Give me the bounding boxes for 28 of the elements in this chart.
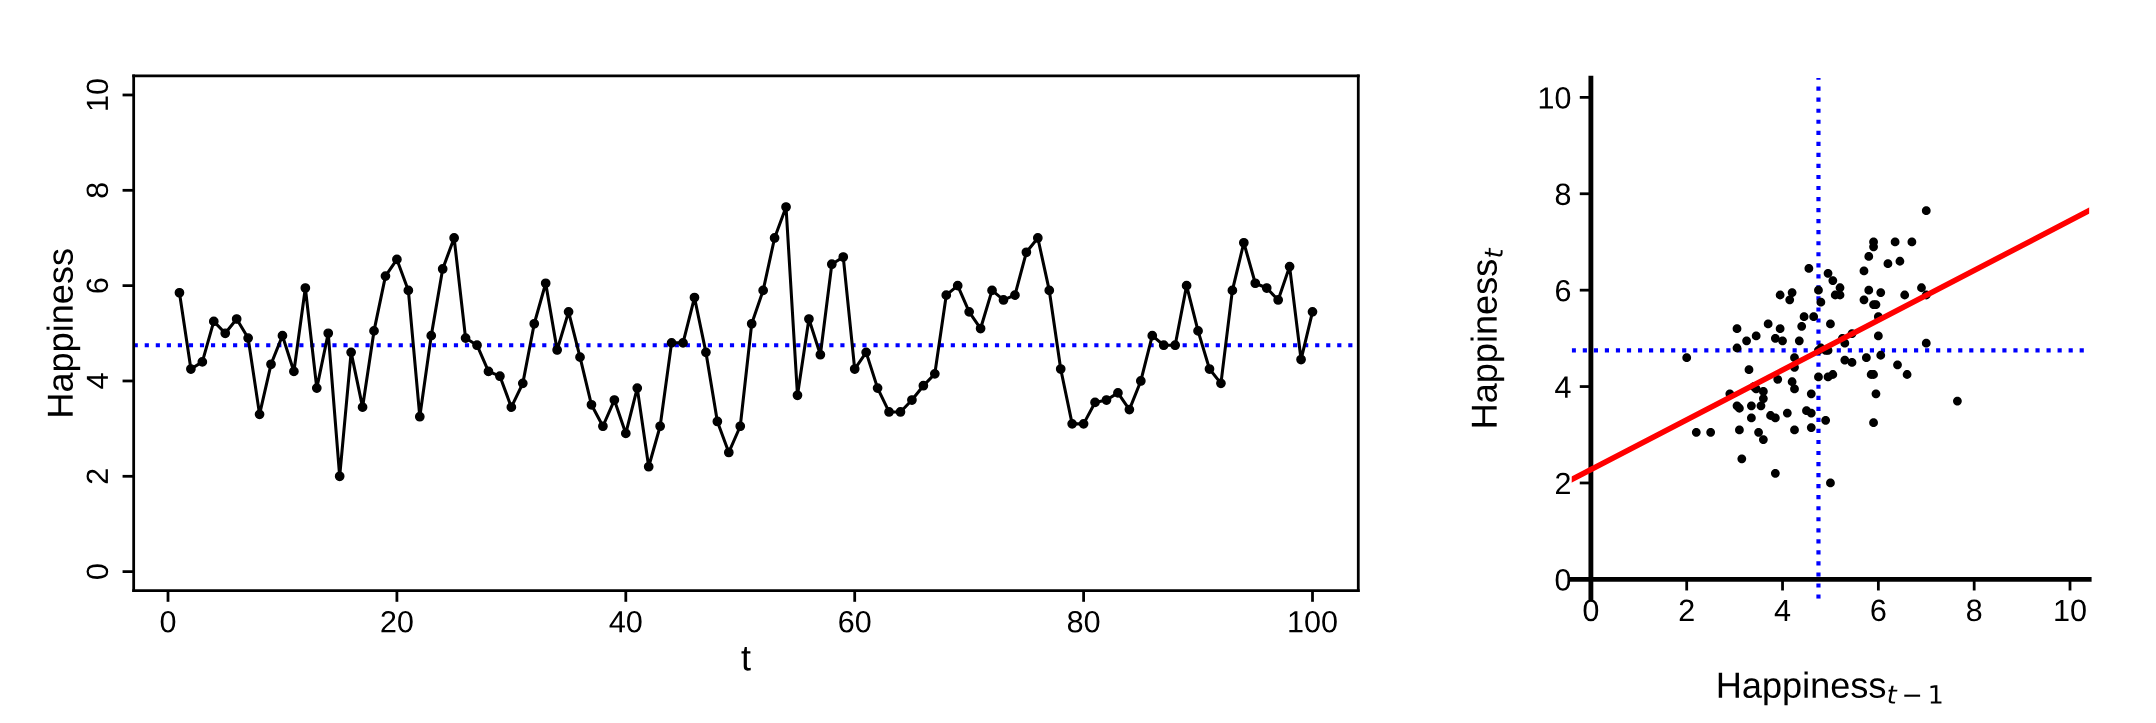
y-axis-title: Happiness$_{t}$ <box>1470 247 1505 427</box>
y-tick-label: 4 <box>86 373 108 389</box>
y-tick-label: 10 <box>86 79 109 110</box>
x-tick-label: 2 <box>1679 599 1694 621</box>
x-tick-label: 80 <box>1067 610 1100 633</box>
y-tick-label: 2 <box>1555 472 1570 495</box>
x-tick-label: 0 <box>160 610 176 633</box>
y-axis-title: Happiness <box>46 249 81 416</box>
y-tick-label: 0 <box>1555 569 1571 591</box>
x-tick-label: 40 <box>609 610 642 633</box>
x-tick-label: 6 <box>1871 599 1886 622</box>
x-tick-label: 4 <box>1774 599 1791 621</box>
y-tick-label: 8 <box>1555 183 1571 206</box>
x-tick-label: 10 <box>2055 599 2086 622</box>
x-tick-label: 20 <box>381 610 413 633</box>
y-tick-label: 2 <box>86 469 108 484</box>
y-tick-label: 6 <box>86 278 109 293</box>
x-tick-label: 60 <box>839 610 871 633</box>
x-tick-label: 0 <box>1583 599 1599 622</box>
y-tick-label: 4 <box>1555 376 1571 398</box>
x-tick-label: 8 <box>1967 599 1982 622</box>
x-tick-label: 100 <box>1289 610 1337 633</box>
y-tick-label: 0 <box>86 564 109 579</box>
y-tick-label: 10 <box>1539 87 1571 109</box>
y-tick-label: 8 <box>86 183 109 198</box>
x-axis-title: t <box>741 647 751 671</box>
x-axis-title: Happiness$_{t−1}$ <box>1718 671 1942 706</box>
y-tick-label: 6 <box>1556 279 1571 302</box>
